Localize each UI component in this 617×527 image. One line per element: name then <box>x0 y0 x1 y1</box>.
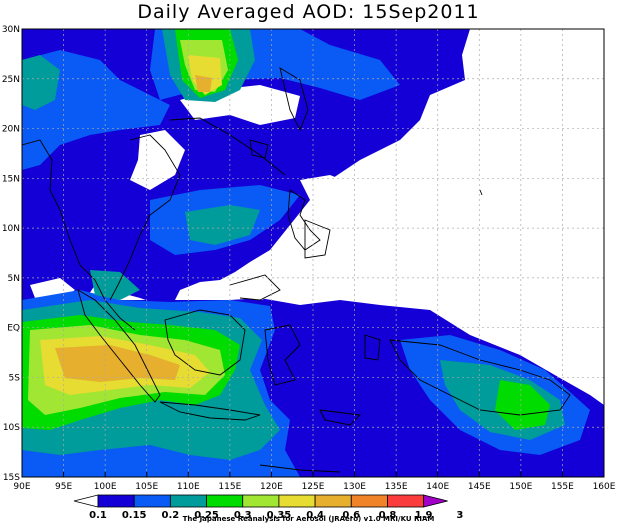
colorbar-level-label: 0.1 <box>89 510 107 521</box>
lon-tick-label: 150E <box>509 482 532 492</box>
lat-tick-label: 15S <box>3 473 20 483</box>
colorbar-level-label: 0.3 <box>234 510 252 521</box>
longitude-ticks: 90E 95E 100E 105E 110E 115E 120E 125E 130E 135E 14… <box>13 472 616 492</box>
lon-tick-label: 100E <box>94 482 117 492</box>
credit-line: The Japanese Reanalysis for Aerosol (JRA… <box>182 515 435 523</box>
colorbar-swatch <box>242 494 280 508</box>
aod-band-0.3 <box>495 380 550 430</box>
colorbar-swatch <box>278 494 316 508</box>
lat-tick-label: 10N <box>2 224 20 234</box>
coastlines <box>22 67 571 473</box>
graticule <box>22 29 604 477</box>
colorbar-level-label: 3 <box>456 510 463 521</box>
lon-tick-label: 115E <box>218 482 241 492</box>
colorbar-level-label: 0.35 <box>267 510 292 521</box>
colorbar-level-label: 0.15 <box>122 510 147 521</box>
lon-tick-label: 105E <box>135 482 158 492</box>
lon-tick-label: 125E <box>302 482 325 492</box>
colorbar-swatch <box>206 494 244 508</box>
colorbar-low-arrow <box>73 494 99 508</box>
map-title: Daily Averaged AOD: 15Sep2011 <box>137 1 480 23</box>
colorbar-swatch <box>133 494 171 508</box>
aod-band-0.2 <box>22 50 170 170</box>
colorbar-level-label: 0.6 <box>342 510 360 521</box>
aod-band-0.25 <box>90 270 140 300</box>
colorbar-high-arrow <box>423 494 448 508</box>
lat-tick-label: 5S <box>9 373 21 383</box>
lat-tick-label: EQ <box>7 324 20 334</box>
lon-tick-label: 130E <box>343 482 366 492</box>
lat-tick-label: 15N <box>2 174 20 184</box>
lat-tick-label: 25N <box>2 75 20 85</box>
colorbar: 0.1 0.15 0.2 0.25 0.3 0.35 0.4 0.6 0.8 1.9 3 <box>73 494 463 521</box>
colorbar-level-label: 0.8 <box>379 510 397 521</box>
colorbar-swatch <box>97 494 135 508</box>
lon-tick-label: 110E <box>177 482 200 492</box>
lon-tick-label: 155E <box>551 482 574 492</box>
lon-tick-label: 140E <box>426 482 449 492</box>
latitude-ticks: 15S 10S 5S EQ 5N 10N 15N 20N 25N 30N <box>2 25 20 483</box>
colorbar-swatch <box>387 494 425 508</box>
lon-tick-label: 95E <box>55 482 72 492</box>
aod-band-0.25 <box>185 205 260 245</box>
colorbar-level-label: 1.9 <box>415 510 433 521</box>
lon-tick-label: 160E <box>593 482 616 492</box>
lon-tick-label: 145E <box>468 482 491 492</box>
lat-tick-label: 10S <box>3 423 20 433</box>
aod-band-0.25 <box>22 55 60 110</box>
colorbar-level-label: 0.4 <box>306 510 324 521</box>
aod-field <box>22 29 604 477</box>
lon-tick-label: 120E <box>260 482 283 492</box>
lon-tick-label: 135E <box>385 482 408 492</box>
aod-band-0.4 <box>188 55 222 95</box>
colorbar-swatch <box>169 494 207 508</box>
lon-tick-label: 90E <box>13 482 30 492</box>
lat-tick-label: 30N <box>2 25 20 35</box>
aod-band-0.6 <box>195 75 212 92</box>
colorbar-swatch <box>314 494 352 508</box>
colorbar-swatch <box>350 494 388 508</box>
colorbar-level-label: 0.2 <box>162 510 180 521</box>
colorbar-level-label: 0.25 <box>194 510 219 521</box>
lat-tick-label: 5N <box>8 274 20 284</box>
lat-tick-label: 20N <box>2 125 20 135</box>
